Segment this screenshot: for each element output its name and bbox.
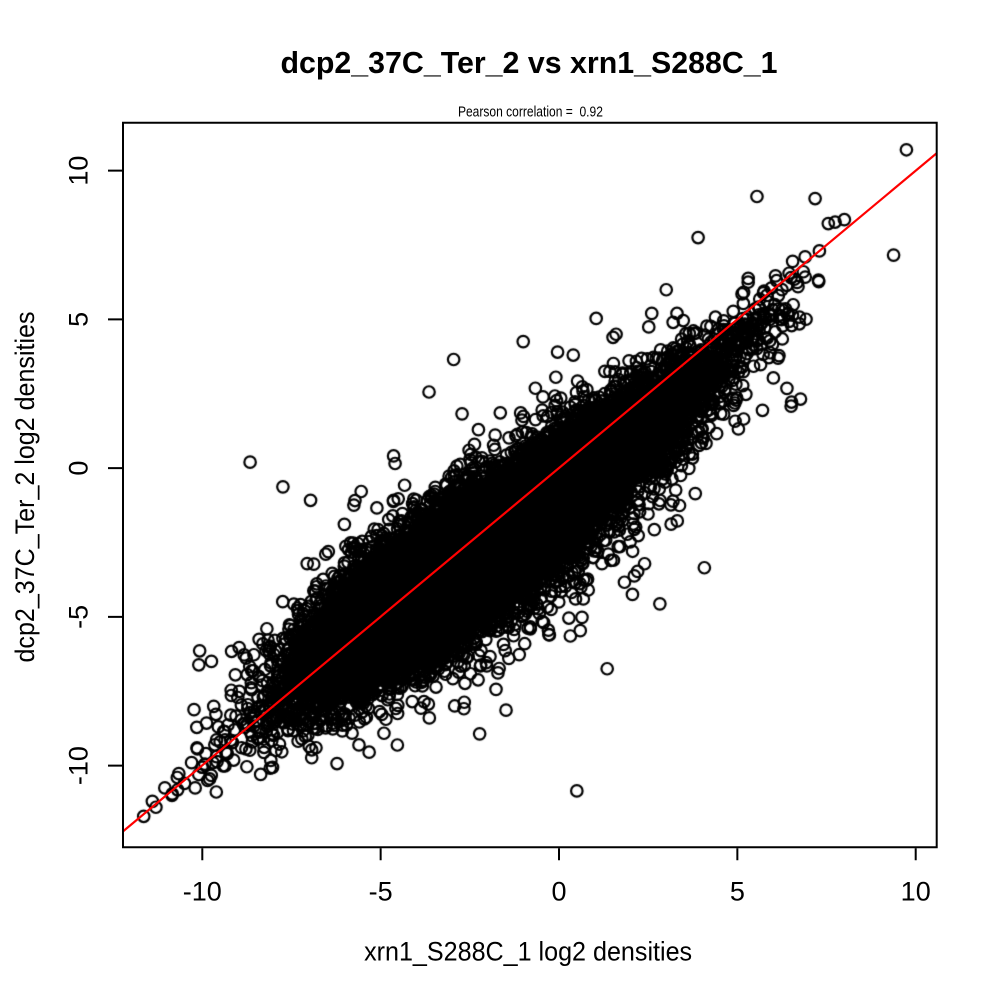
svg-text:0: 0 — [63, 461, 93, 476]
svg-text:-5: -5 — [369, 877, 393, 907]
svg-text:5: 5 — [63, 312, 93, 327]
svg-text:10: 10 — [901, 877, 931, 907]
svg-text:0: 0 — [551, 877, 566, 907]
svg-text:dcp2_37C_Ter_2 log2 densities: dcp2_37C_Ter_2 log2 densities — [10, 312, 40, 663]
svg-text:5: 5 — [730, 877, 745, 907]
svg-text:xrn1_S288C_1 log2 densities: xrn1_S288C_1 log2 densities — [364, 937, 692, 967]
svg-text:dcp2_37C_Ter_2 vs xrn1_S288C_1: dcp2_37C_Ter_2 vs xrn1_S288C_1 — [281, 46, 778, 80]
svg-text:-5: -5 — [63, 605, 93, 629]
svg-text:-10: -10 — [63, 746, 93, 785]
svg-text:-10: -10 — [183, 877, 222, 907]
svg-text:10: 10 — [63, 156, 93, 186]
svg-text:Pearson correlation = 0.92: Pearson correlation = 0.92 — [458, 105, 603, 121]
